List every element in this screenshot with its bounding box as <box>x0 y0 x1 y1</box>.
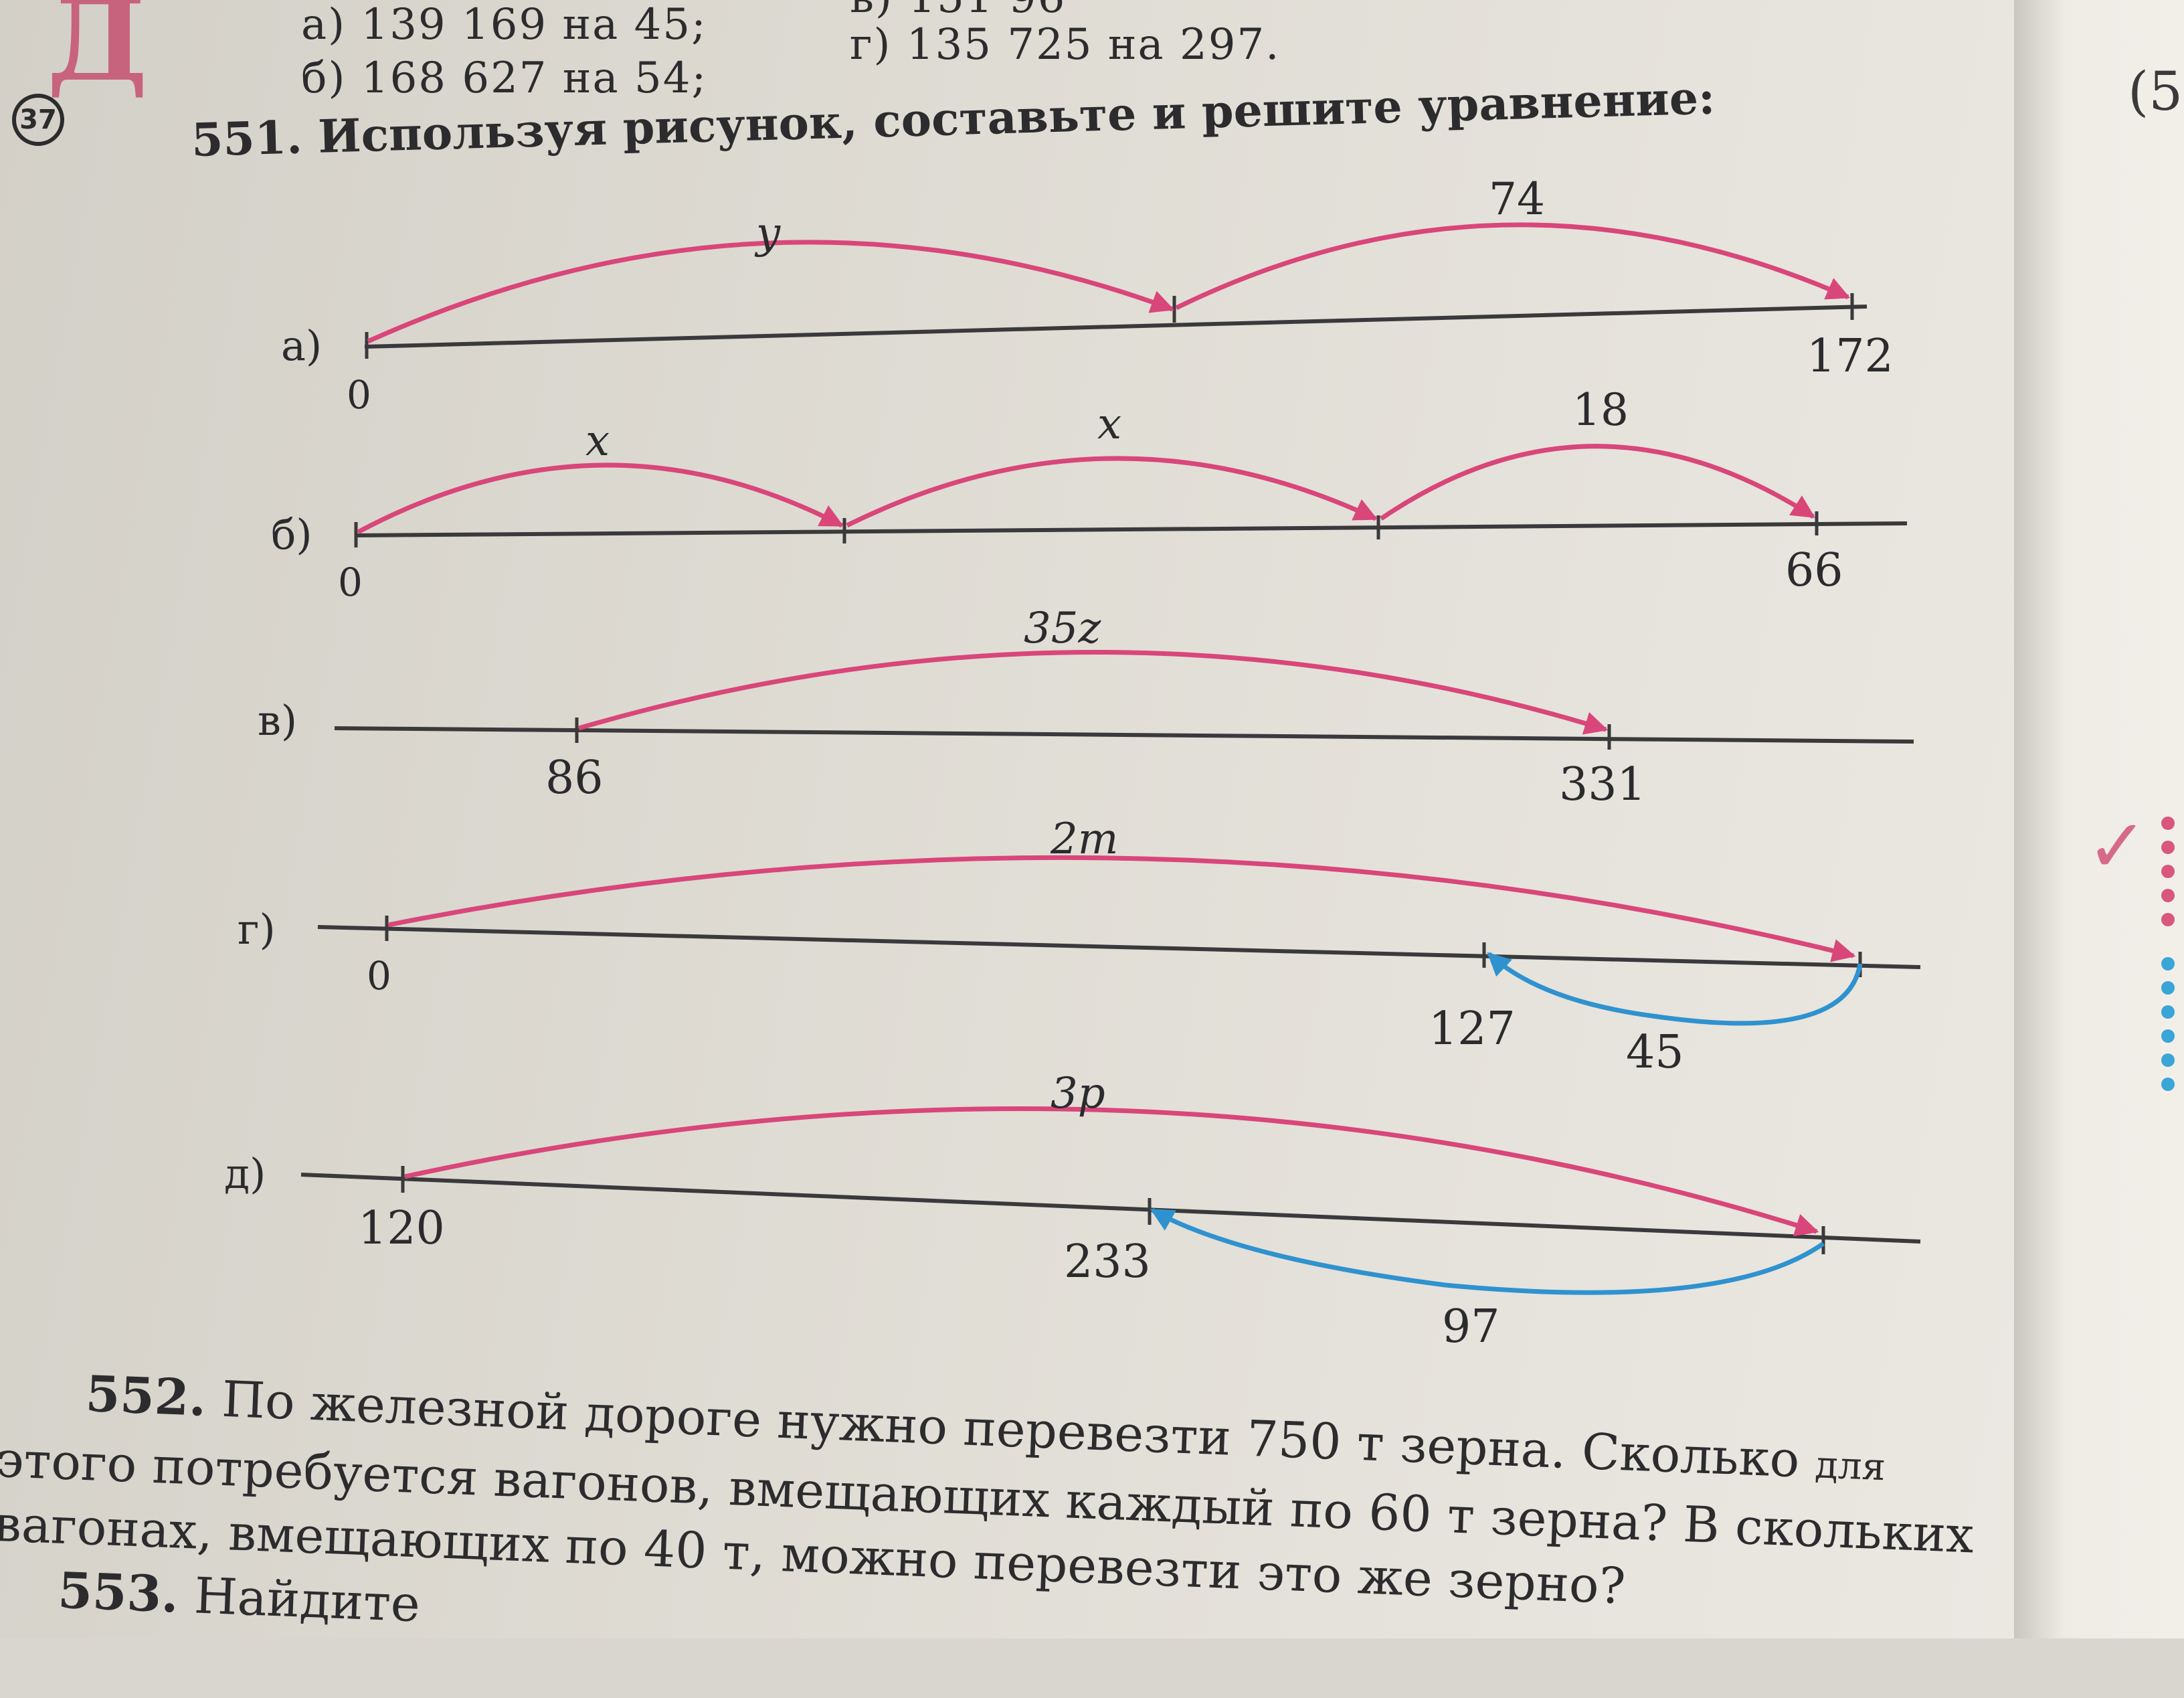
problem-number: 552. <box>84 1365 207 1428</box>
arc <box>357 462 844 535</box>
tick-label: 0 <box>338 560 363 605</box>
diagram-label: б) <box>271 510 312 559</box>
arc <box>1175 222 1851 311</box>
tick-label: 331 <box>1559 758 1646 811</box>
arc-label: y <box>754 209 781 258</box>
tick-label: 127 <box>1429 1003 1516 1055</box>
diagram-label: в) <box>258 696 297 745</box>
arc-backward <box>1150 1207 1825 1295</box>
arc-label: 3p <box>1051 1069 1105 1118</box>
tick-label: 120 <box>358 1202 445 1255</box>
diagram-b: б) 0 66 x x 18 <box>271 384 1908 605</box>
arc-label: 2m <box>1050 815 1118 864</box>
exercise-item-b: б) 168 627 на 54; <box>301 54 707 103</box>
tick-label: 86 <box>545 752 604 804</box>
arc-label: 45 <box>1626 1026 1684 1079</box>
diagram-label: д) <box>224 1149 266 1198</box>
exercise-item-v: в) 151 96 <box>850 0 1066 23</box>
arc <box>404 1106 1819 1237</box>
exercise-item-a: а) 139 169 на 45; <box>301 0 707 50</box>
arc <box>578 650 1609 735</box>
arc-label: 74 <box>1489 173 1545 225</box>
diagram-a: а) 0 172 y 74 <box>281 173 1894 418</box>
adjacent-page-edge <box>2014 0 2184 1638</box>
tick-label: 233 <box>1064 1236 1151 1288</box>
tick-label: 66 <box>1785 544 1843 597</box>
arc-label: 97 <box>1442 1300 1500 1353</box>
textbook-page <box>0 0 2014 1638</box>
diagram-label: г) <box>238 905 276 954</box>
checkmark-icon: ✓ <box>2086 803 2149 889</box>
number-line <box>364 305 1868 349</box>
problem-number: 553. <box>57 1561 180 1624</box>
exercise-item-g: г) 135 725 на 297. <box>850 20 1281 70</box>
arc <box>1380 444 1815 521</box>
tick-label: 0 <box>367 953 391 999</box>
number-line <box>317 925 1921 969</box>
pink-dots-decoration <box>2161 817 2176 937</box>
arc <box>367 240 1175 344</box>
margin-section-letter: Д <box>47 0 149 107</box>
arc-label: 35z <box>1024 604 1101 653</box>
blue-dots-decoration <box>2161 957 2176 1102</box>
arc-label: 18 <box>1572 384 1629 436</box>
arc-label: x <box>1097 400 1121 449</box>
arc <box>846 456 1378 528</box>
adjacent-page-text: (5 <box>2128 60 2183 122</box>
arc-label: x <box>585 416 610 466</box>
diagram-g: г) 0 127 2m 45 <box>238 815 1921 1079</box>
diagram-label: а) <box>281 321 322 370</box>
number-line-diagrams: а) 0 172 y 74 б) 0 66 x x 18 в) 86 331 <box>224 173 1921 1353</box>
diagram-v: в) 86 331 35z <box>258 604 1914 811</box>
diagram-d: д) 120 233 3p 97 <box>224 1069 1921 1353</box>
number-line <box>334 726 1914 744</box>
tick-label: 172 <box>1807 330 1894 383</box>
number-line <box>300 1173 1921 1244</box>
arc <box>387 855 1856 962</box>
tick-label: 0 <box>347 372 371 418</box>
number-line <box>354 521 1908 537</box>
arc-backward <box>1487 952 1863 1026</box>
chapter-badge: 37 <box>12 94 64 146</box>
